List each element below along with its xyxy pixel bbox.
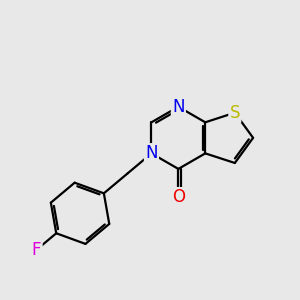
Text: N: N (172, 98, 184, 116)
Text: F: F (32, 241, 41, 259)
Text: S: S (230, 104, 240, 122)
Text: O: O (172, 188, 185, 206)
Text: N: N (145, 144, 158, 162)
